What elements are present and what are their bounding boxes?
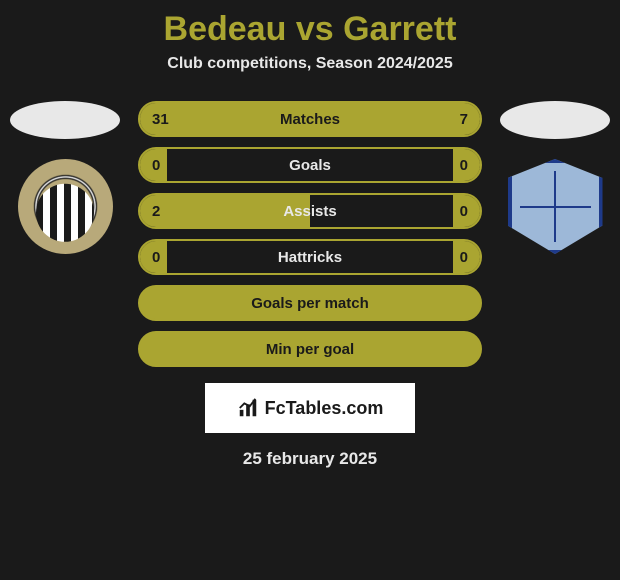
- stat-label: Matches: [140, 111, 480, 128]
- stat-bar-assists: 2Assists0: [138, 193, 482, 229]
- stat-label: Min per goal: [140, 341, 480, 358]
- subtitle: Club competitions, Season 2024/2025: [0, 55, 620, 73]
- stat-bar-min-per-goal: Min per goal: [138, 331, 482, 367]
- stat-label: Assists: [140, 203, 480, 220]
- comparison-container: 31Matches70Goals02Assists00Hattricks0Goa…: [0, 101, 620, 367]
- stat-label: Hattricks: [140, 249, 480, 266]
- stat-bar-hattricks: 0Hattricks0: [138, 239, 482, 275]
- stat-value-right: 0: [460, 249, 468, 266]
- stat-value-right: 0: [460, 203, 468, 220]
- stat-value-right: 0: [460, 157, 468, 174]
- stat-bar-matches: 31Matches7: [138, 101, 482, 137]
- stat-value-right: 7: [460, 111, 468, 128]
- stats-column: 31Matches70Goals02Assists00Hattricks0Goa…: [138, 101, 482, 367]
- player1-avatar-placeholder: [10, 101, 120, 139]
- stat-label: Goals: [140, 157, 480, 174]
- vs-text: vs: [296, 10, 334, 48]
- stat-bar-goals-per-match: Goals per match: [138, 285, 482, 321]
- player1-name: Bedeau: [164, 10, 287, 48]
- stat-label: Goals per match: [140, 295, 480, 312]
- stat-bar-goals: 0Goals0: [138, 147, 482, 183]
- player2-club-badge: [508, 159, 603, 254]
- player2-avatar-placeholder: [500, 101, 610, 139]
- chart-icon: [237, 397, 259, 419]
- player1-club-badge: [18, 159, 113, 254]
- player2-name: Garrett: [343, 10, 456, 48]
- right-player-column: [500, 101, 610, 254]
- branding-badge[interactable]: FcTables.com: [205, 383, 415, 433]
- date: 25 february 2025: [0, 449, 620, 469]
- left-player-column: [10, 101, 120, 254]
- branding-text: FcTables.com: [265, 398, 384, 419]
- comparison-title: Bedeau vs Garrett: [0, 0, 620, 55]
